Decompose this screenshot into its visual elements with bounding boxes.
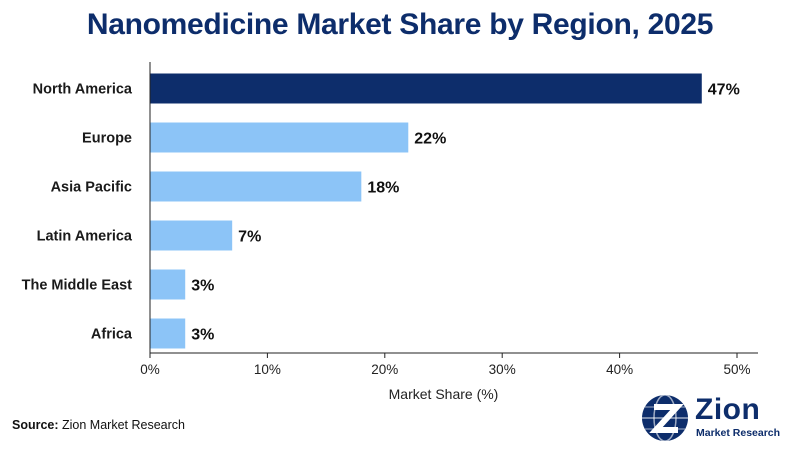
bar-latin-america (150, 220, 233, 251)
bar-europe (150, 122, 409, 153)
value-label: 47% (708, 82, 740, 99)
x-tick-label: 50% (723, 362, 750, 377)
category-label: Europe (82, 131, 132, 147)
x-tick-label: 10% (254, 362, 281, 377)
bar-asia-pacific (150, 171, 362, 202)
logo-name: Zion (695, 393, 761, 426)
chart-title: Nanomedicine Market Share by Region, 202… (86, 8, 714, 41)
x-tick-label: 30% (489, 362, 516, 377)
bar-africa (150, 318, 186, 349)
x-tick-label: 40% (606, 362, 633, 377)
bars-group: 47% 22% 18% 7% 3% 3% (150, 73, 740, 349)
value-label: 7% (238, 229, 261, 246)
source-note: Source: Zion Market Research (12, 418, 185, 432)
value-label: 3% (191, 327, 214, 344)
logo-subtitle: Market Research (696, 427, 781, 439)
value-label: 18% (367, 180, 399, 197)
category-label: Latin America (37, 229, 133, 245)
bar-the-middle-east (150, 269, 186, 300)
category-label: Africa (91, 327, 133, 343)
value-label: 22% (414, 131, 446, 148)
category-label: Asia Pacific (51, 180, 132, 196)
zion-logo: Zion Market Research (640, 393, 790, 443)
source-text: Zion Market Research (58, 418, 185, 432)
category-label: North America (33, 82, 133, 98)
x-tick-label: 0% (140, 362, 160, 377)
category-label: The Middle East (22, 278, 133, 294)
zion-globe-icon (642, 394, 688, 442)
x-tick-label: 20% (371, 362, 398, 377)
x-axis-title: Market Share (%) (389, 386, 499, 402)
source-label: Source: (12, 418, 59, 432)
value-label: 3% (191, 278, 214, 295)
axes-group: North America Europe Asia Pacific Latin Ame… (22, 62, 758, 402)
bar-north-america (150, 73, 702, 104)
